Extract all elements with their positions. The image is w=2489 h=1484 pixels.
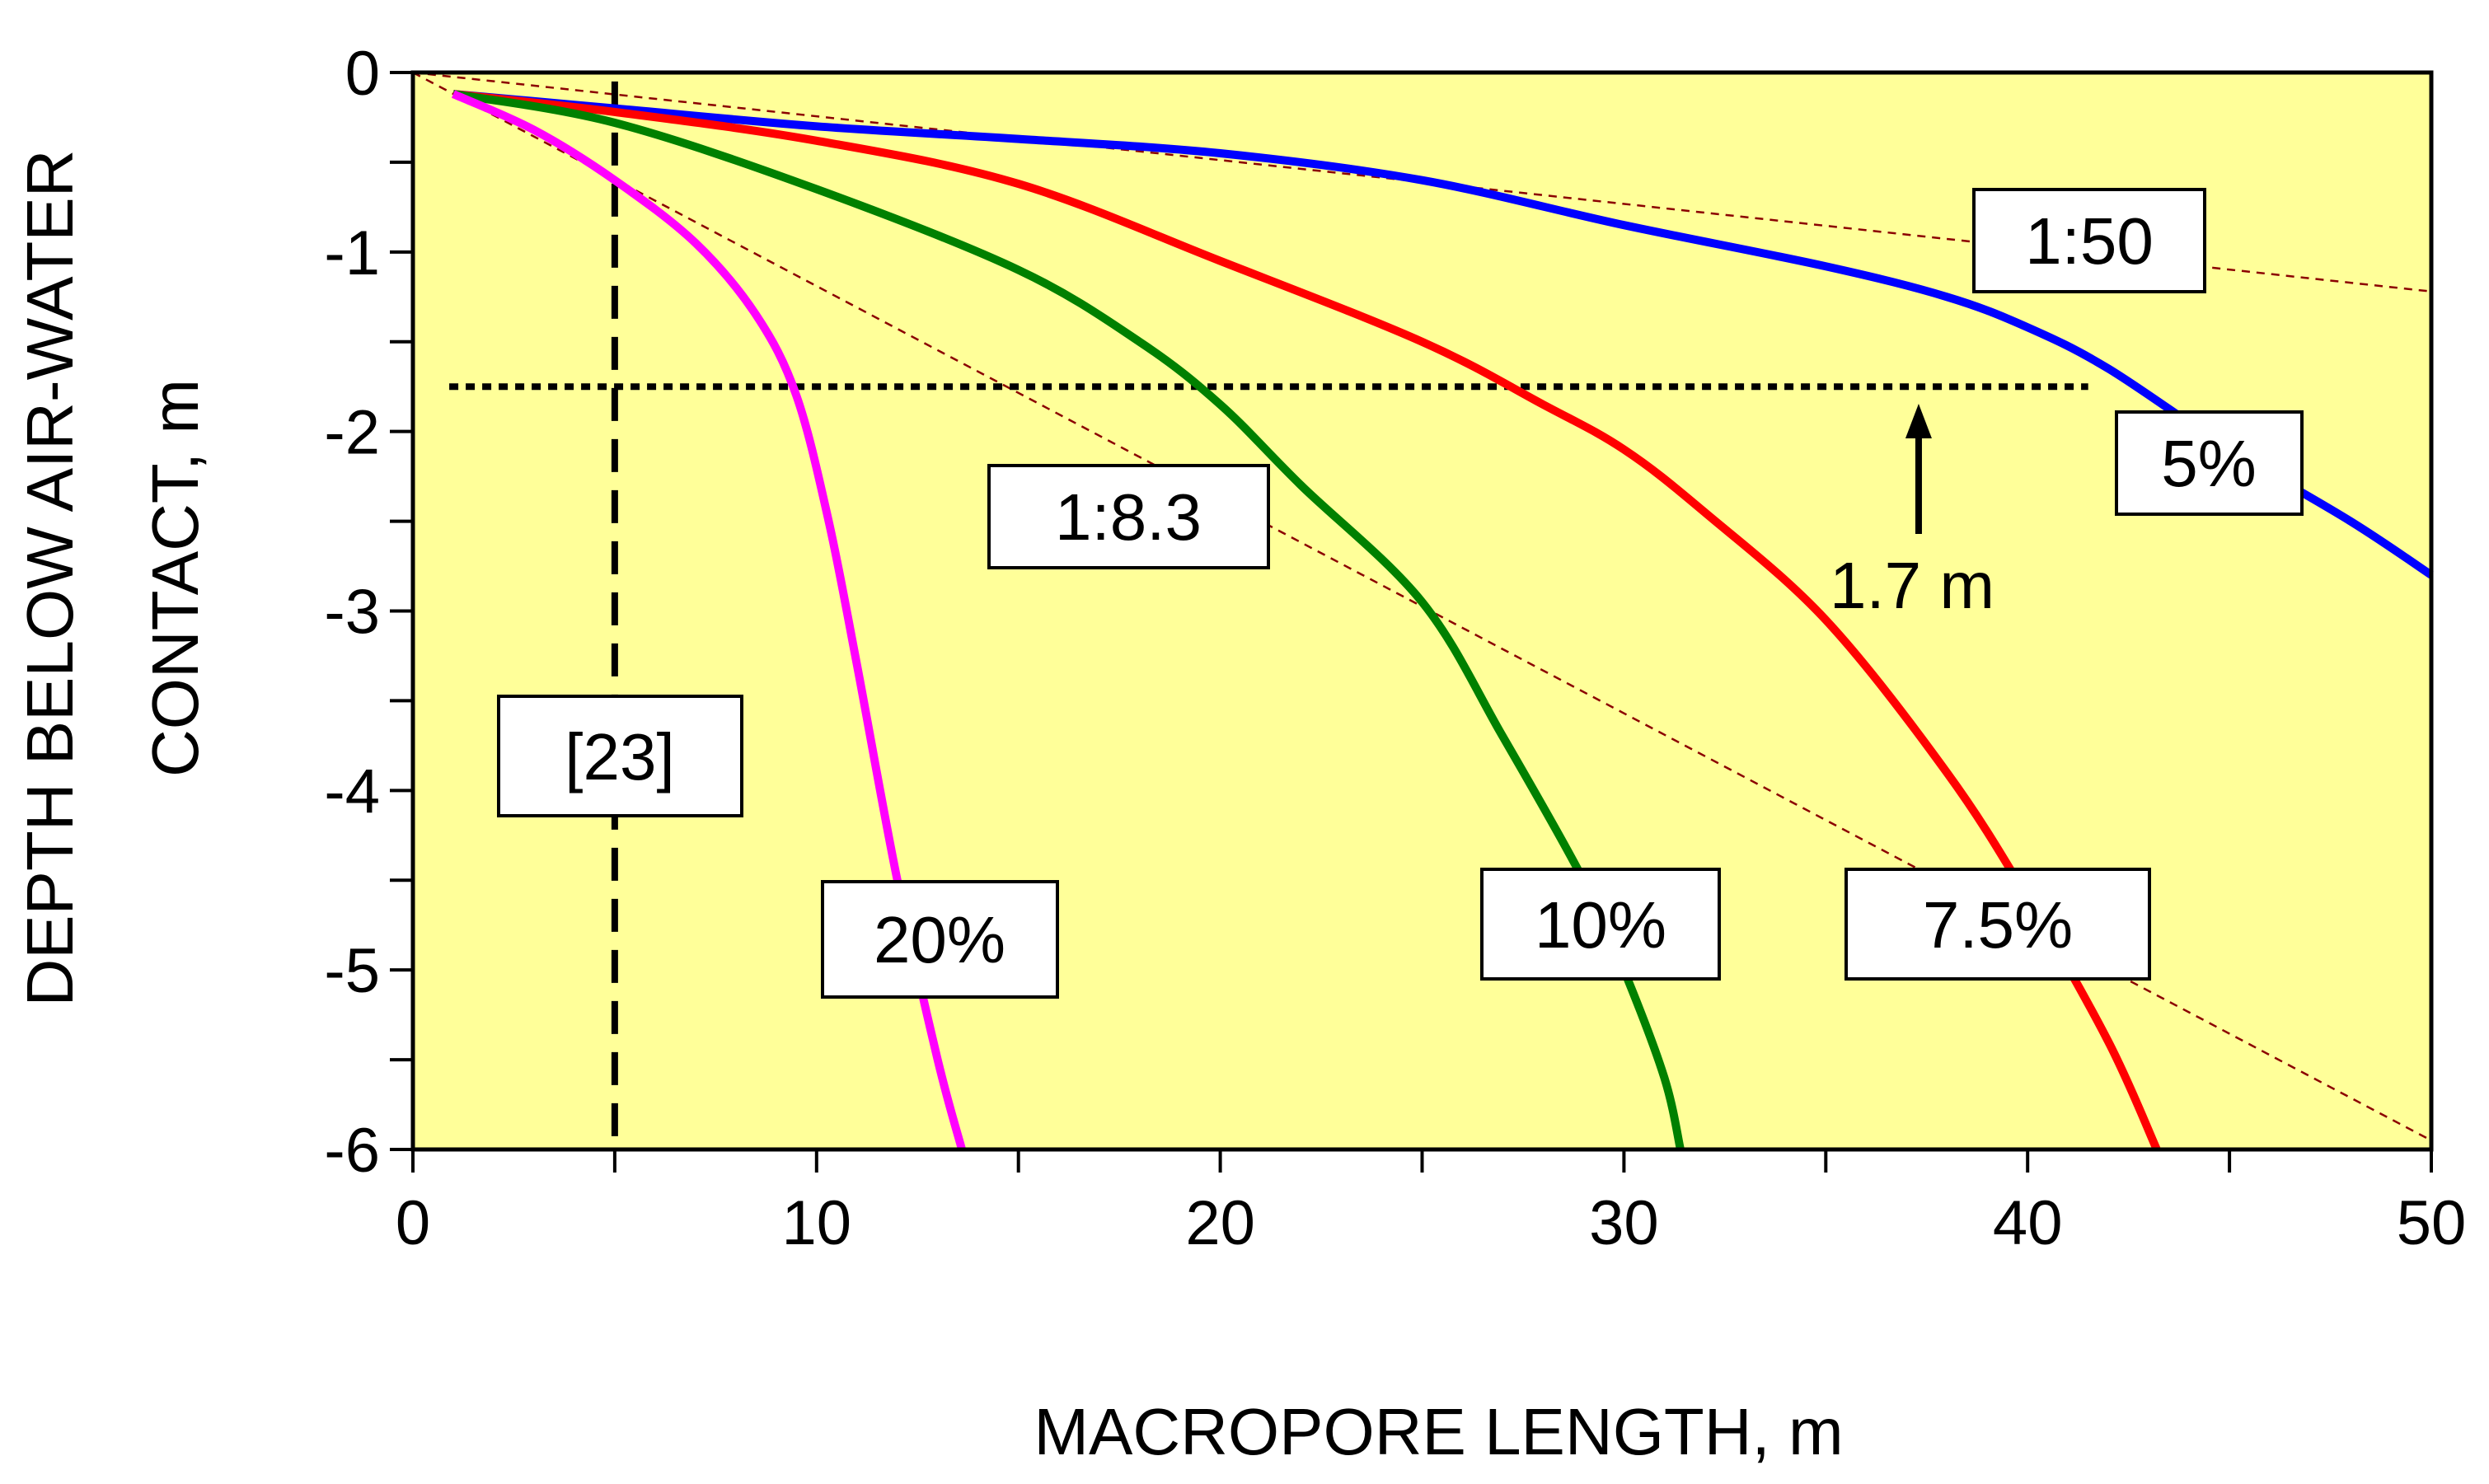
- y-axis-title: CONTACT, m: [138, 379, 212, 777]
- annotation-box: [2115, 410, 2304, 516]
- annotation-text: 1:50: [2025, 204, 2154, 278]
- y-tick-label: -6: [324, 1116, 380, 1186]
- annotation-ratio-1-50: 1:50: [1972, 188, 2206, 293]
- x-tick-label: 50: [2397, 1188, 2467, 1258]
- y-tick-label: 0: [345, 39, 380, 109]
- annotation-7-5-percent: 7.5%: [1844, 868, 2151, 981]
- y-axis-title: DEPTH BELOW AIR-WATER: [13, 149, 87, 1006]
- annotation-box: [497, 695, 743, 817]
- axes: 0 10 20 30 40 50 0 -1 -2 -3 -4 -5 -6 MACROPORE LENGTH…: [13, 39, 2466, 1468]
- y-tick-label: -5: [324, 936, 380, 1006]
- y-tick-label: -3: [324, 578, 380, 648]
- x-tick-label: 40: [1993, 1188, 2063, 1258]
- y-tick-label: -4: [324, 756, 380, 826]
- series-line-7-5-percent: [452, 90, 2161, 1152]
- x-tick-label: 30: [1589, 1188, 1659, 1258]
- annotation-10-percent: 10%: [1480, 868, 1721, 981]
- annotation-text: 20%: [874, 903, 1005, 976]
- annotation-box: [1480, 868, 1721, 981]
- annotation-text: 1:8.3: [1055, 480, 1202, 554]
- annotations: 1:50 1:8.3 5% 7.5% 10% 20% [23] 1.7 m: [497, 188, 2304, 999]
- y-tick-label: -2: [324, 398, 380, 468]
- annotation-text: 10%: [1535, 888, 1666, 962]
- annotation-5-percent: 5%: [2115, 410, 2304, 516]
- annotation-depth-1-7-m: 1.7 m: [1830, 549, 1994, 622]
- annotation-box: [821, 880, 1059, 999]
- annotation-text: [23]: [565, 720, 674, 793]
- annotation-box: [987, 464, 1270, 569]
- x-tick-label: 20: [1185, 1188, 1255, 1258]
- annotation-box: [1844, 868, 2151, 981]
- x-axis-title: MACROPORE LENGTH, m: [1034, 1395, 1843, 1468]
- annotation-text: 5%: [2161, 427, 2257, 500]
- annotation-box: [1972, 188, 2206, 293]
- x-tick-label: 0: [396, 1188, 430, 1258]
- arrow-head: [1905, 404, 1932, 438]
- annotation-ratio-1-8-3: 1:8.3: [987, 464, 1270, 569]
- annotation-ref-23: [23]: [497, 695, 743, 817]
- y-tick-label: -1: [324, 218, 380, 288]
- x-tick-label: 10: [782, 1188, 852, 1258]
- annotation-20-percent: 20%: [821, 880, 1059, 999]
- annotation-text: 7.5%: [1923, 888, 2073, 962]
- depth-arrow: [1905, 404, 1932, 534]
